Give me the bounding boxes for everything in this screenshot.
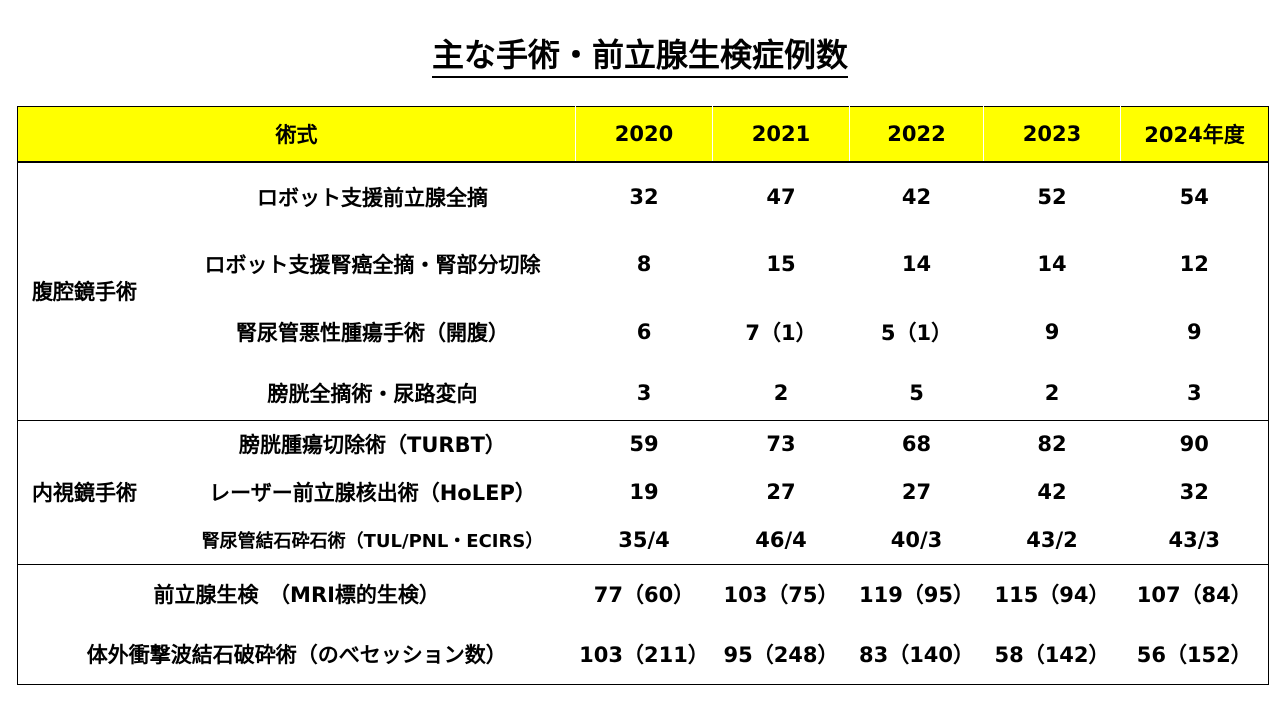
cell-value: 3: [575, 366, 713, 421]
cell-value: 19: [629, 480, 659, 504]
table-row: レーザー前立腺核出術（HoLEP） 19 27 27 42 32: [18, 468, 1269, 516]
cell-value: 95（248）: [723, 642, 839, 667]
cell-value: 90: [1179, 432, 1209, 457]
row-label: 膀胱腫瘍切除術（TURBT）: [239, 433, 506, 458]
cell-value: 5（1）: [880, 321, 953, 345]
header-row: 術式 2020 2021 2022 2023 2024年度: [17, 106, 1269, 163]
cell-value: 15: [766, 252, 796, 276]
cell-value: 73: [766, 432, 796, 457]
cell-value: 8: [636, 252, 652, 276]
cell-value: 42: [901, 184, 932, 209]
cell-value: 32: [1179, 480, 1209, 504]
row-label: ロボット支援前立腺全摘: [257, 185, 488, 210]
cell-value: 12: [1179, 252, 1209, 276]
cell-value: 3: [1120, 366, 1269, 421]
page-title: 主な手術・前立腺生検症例数: [0, 30, 1280, 78]
cell-value: 6: [636, 320, 652, 344]
row-label: レーザー前立腺核出術（HoLEP）: [209, 481, 536, 505]
cell-value: 47: [766, 184, 796, 209]
cell-value: 7（1）: [745, 321, 817, 345]
cell-value: 35/4: [575, 516, 713, 565]
table-row: 体外衝撃波結石破砕術（のべセッション数） 103（211） 95（248） 83…: [18, 624, 1269, 684]
cell-value: 59: [629, 432, 659, 457]
cell-value: 42: [1037, 480, 1067, 504]
header-2022: 2022: [849, 106, 984, 163]
cell-value: 40/3: [849, 516, 984, 565]
cell-value: 115（94）: [994, 583, 1110, 608]
group-laparoscopic: 腹腔鏡手術: [17, 162, 170, 421]
group-endoscopic: 内視鏡手術: [17, 420, 170, 565]
cell-value: 58（142）: [994, 642, 1110, 667]
cell-value: 82: [1037, 432, 1067, 457]
cell-value: 103（75）: [723, 583, 839, 608]
cell-value: 43/3: [1120, 516, 1269, 565]
cell-value: 9: [1186, 320, 1202, 344]
cell-value: 52: [1037, 184, 1067, 209]
cell-value: 32: [629, 184, 659, 209]
header-2020: 2020: [575, 106, 713, 163]
table-row: 腎尿管結石砕石術（TUL/PNL・ECIRS） 35/4 46/4 40/3 4…: [18, 516, 1269, 565]
cell-value: 14: [901, 252, 932, 276]
row-label: 腎尿管結石砕石術（TUL/PNL・ECIRS）: [169, 516, 576, 565]
header-2021: 2021: [712, 106, 850, 163]
table-row: 腎尿管悪性腫瘍手術（開腹） 6 7（1） 5（1） 9 9: [18, 298, 1269, 366]
cell-value: 14: [1037, 252, 1067, 276]
cell-value: 77（60）: [593, 583, 695, 608]
table-row: ロボット支援腎癌全摘・腎部分切除 8 15 14 14 12: [18, 230, 1269, 298]
cell-value: 56（152）: [1136, 642, 1252, 667]
header-procedure: 術式: [17, 106, 576, 163]
cell-value: 83（140）: [858, 642, 975, 667]
table-row: 膀胱全摘術・尿路変向 3 2 5 2 3: [18, 366, 1269, 421]
cell-value: 119（95）: [858, 583, 975, 608]
cell-value: 43/2: [983, 516, 1121, 565]
surgery-count-table: 術式 2020 2021 2022 2023 2024年度 腹腔鏡手術 ロボット…: [17, 106, 1269, 685]
row-label: 体外衝撃波結石破砕術（のべセッション数）: [86, 642, 507, 667]
header-2024: 2024年度: [1120, 106, 1269, 163]
cell-value: 54: [1179, 184, 1209, 209]
cell-value: 9: [1044, 320, 1060, 344]
page-title-text: 主な手術・前立腺生検症例数: [431, 36, 848, 78]
cell-value: 68: [901, 432, 932, 457]
cell-value: 2: [983, 366, 1121, 421]
row-label: 前立腺生検 （MRI標的生検）: [153, 583, 440, 608]
cell-value: 46/4: [712, 516, 850, 565]
cell-value: 2: [712, 366, 850, 421]
cell-value: 103（211）: [579, 642, 709, 667]
cell-value: 27: [766, 480, 796, 504]
table-row: 腹腔鏡手術 ロボット支援前立腺全摘 32 47 42 52 54: [17, 162, 1269, 421]
cell-value: 27: [901, 480, 932, 504]
cell-value: 107（84）: [1136, 583, 1252, 608]
row-label: ロボット支援腎癌全摘・腎部分切除: [204, 253, 541, 277]
header-2023: 2023: [983, 106, 1121, 163]
row-label: 腎尿管悪性腫瘍手術（開腹）: [236, 321, 509, 345]
table-row: 内視鏡手術 膀胱腫瘍切除術（TURBT） 59 73 68 82 90: [17, 420, 1269, 565]
row-label: 膀胱全摘術・尿路変向: [169, 366, 576, 421]
table-row: 前立腺生検 （MRI標的生検） 77（60） 103（75） 119（95） 1…: [18, 564, 1269, 624]
cell-value: 5: [849, 366, 984, 421]
